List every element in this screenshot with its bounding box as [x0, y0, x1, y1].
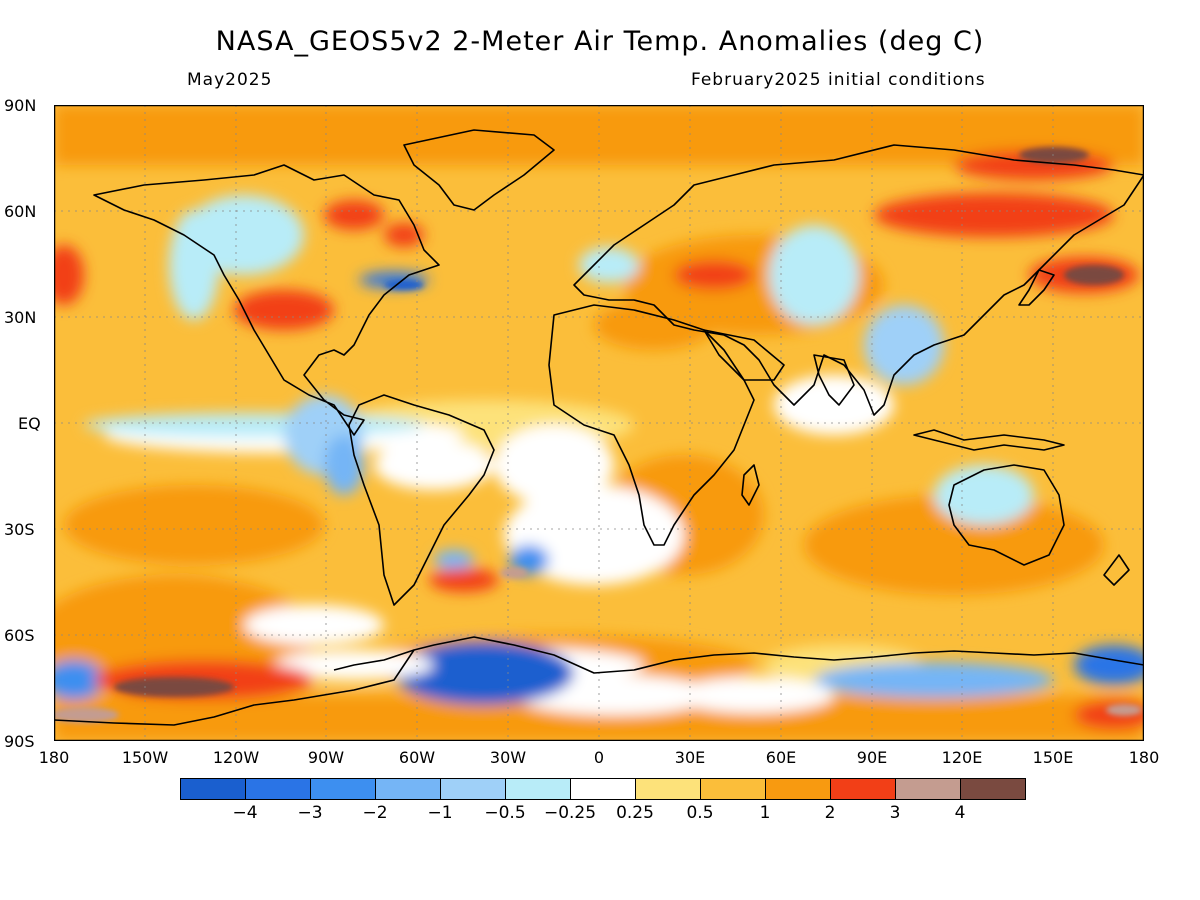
colorbar-label: 3 [889, 803, 901, 823]
lat-label-eq: EQ [18, 414, 41, 433]
colorbar-label: −2 [362, 803, 388, 823]
colorbar-swatch [440, 778, 506, 800]
lat-label-60n: 60N [4, 202, 37, 221]
colorbar-swatch [570, 778, 636, 800]
lon-label-60e: 60E [765, 748, 797, 767]
anomaly-map [54, 105, 1144, 741]
lat-label-90s: 90S [4, 732, 35, 751]
lon-label-150e: 150E [1032, 748, 1074, 767]
map-title: NASA_GEOS5v2 2-Meter Air Temp. Anomalies… [215, 26, 985, 57]
map-frame [54, 105, 1144, 741]
colorbar-swatch [505, 778, 571, 800]
colorbar-swatch [635, 778, 701, 800]
graticule [54, 105, 1144, 741]
lon-label-150w: 150W [121, 748, 169, 767]
colorbar-label: 0.5 [686, 803, 714, 823]
lon-label-120w: 120W [212, 748, 260, 767]
lon-label-0: 0 [593, 748, 605, 767]
forecast-month: May2025 [187, 70, 273, 90]
colorbar-label: 1 [759, 803, 771, 823]
colorbar-label: −1 [427, 803, 453, 823]
colorbar-swatch [700, 778, 766, 800]
colorbar-label: −4 [232, 803, 258, 823]
lon-label-180w: 180 [38, 748, 70, 767]
lat-label-60s: 60S [4, 626, 35, 645]
lat-label-30n: 30N [4, 308, 37, 327]
colorbar-swatch [765, 778, 831, 800]
lon-label-60w: 60W [398, 748, 436, 767]
lon-label-90e: 90E [856, 748, 888, 767]
lon-label-90w: 90W [307, 748, 345, 767]
colorbar-swatch [245, 778, 311, 800]
anomaly-extremes [54, 147, 1142, 723]
colorbar-label: −3 [297, 803, 323, 823]
colorbar-swatch [375, 778, 441, 800]
colorbar-swatch [310, 778, 376, 800]
lon-label-120e: 120E [941, 748, 983, 767]
lat-label-30s: 30S [4, 520, 35, 539]
colorbar-swatch [895, 778, 961, 800]
coastlines [54, 129, 1144, 726]
colorbar-swatch [830, 778, 896, 800]
lon-label-180e: 180 [1128, 748, 1160, 767]
colorbar-label: −0.5 [484, 803, 526, 823]
colorbar-swatch [960, 778, 1026, 800]
anomaly-map-svg [54, 105, 1144, 741]
lon-label-30e: 30E [674, 748, 706, 767]
colorbar-swatch [180, 778, 246, 800]
colorbar-label: 0.25 [616, 803, 654, 823]
lon-label-30w: 30W [489, 748, 527, 767]
colorbar-label: 2 [824, 803, 836, 823]
lat-label-90n: 90N [4, 96, 37, 115]
colorbar-label: −0.25 [543, 803, 597, 823]
colorbar-label: 4 [954, 803, 966, 823]
anomaly-field [54, 105, 1144, 741]
initial-conditions: February2025 initial conditions [691, 70, 986, 90]
